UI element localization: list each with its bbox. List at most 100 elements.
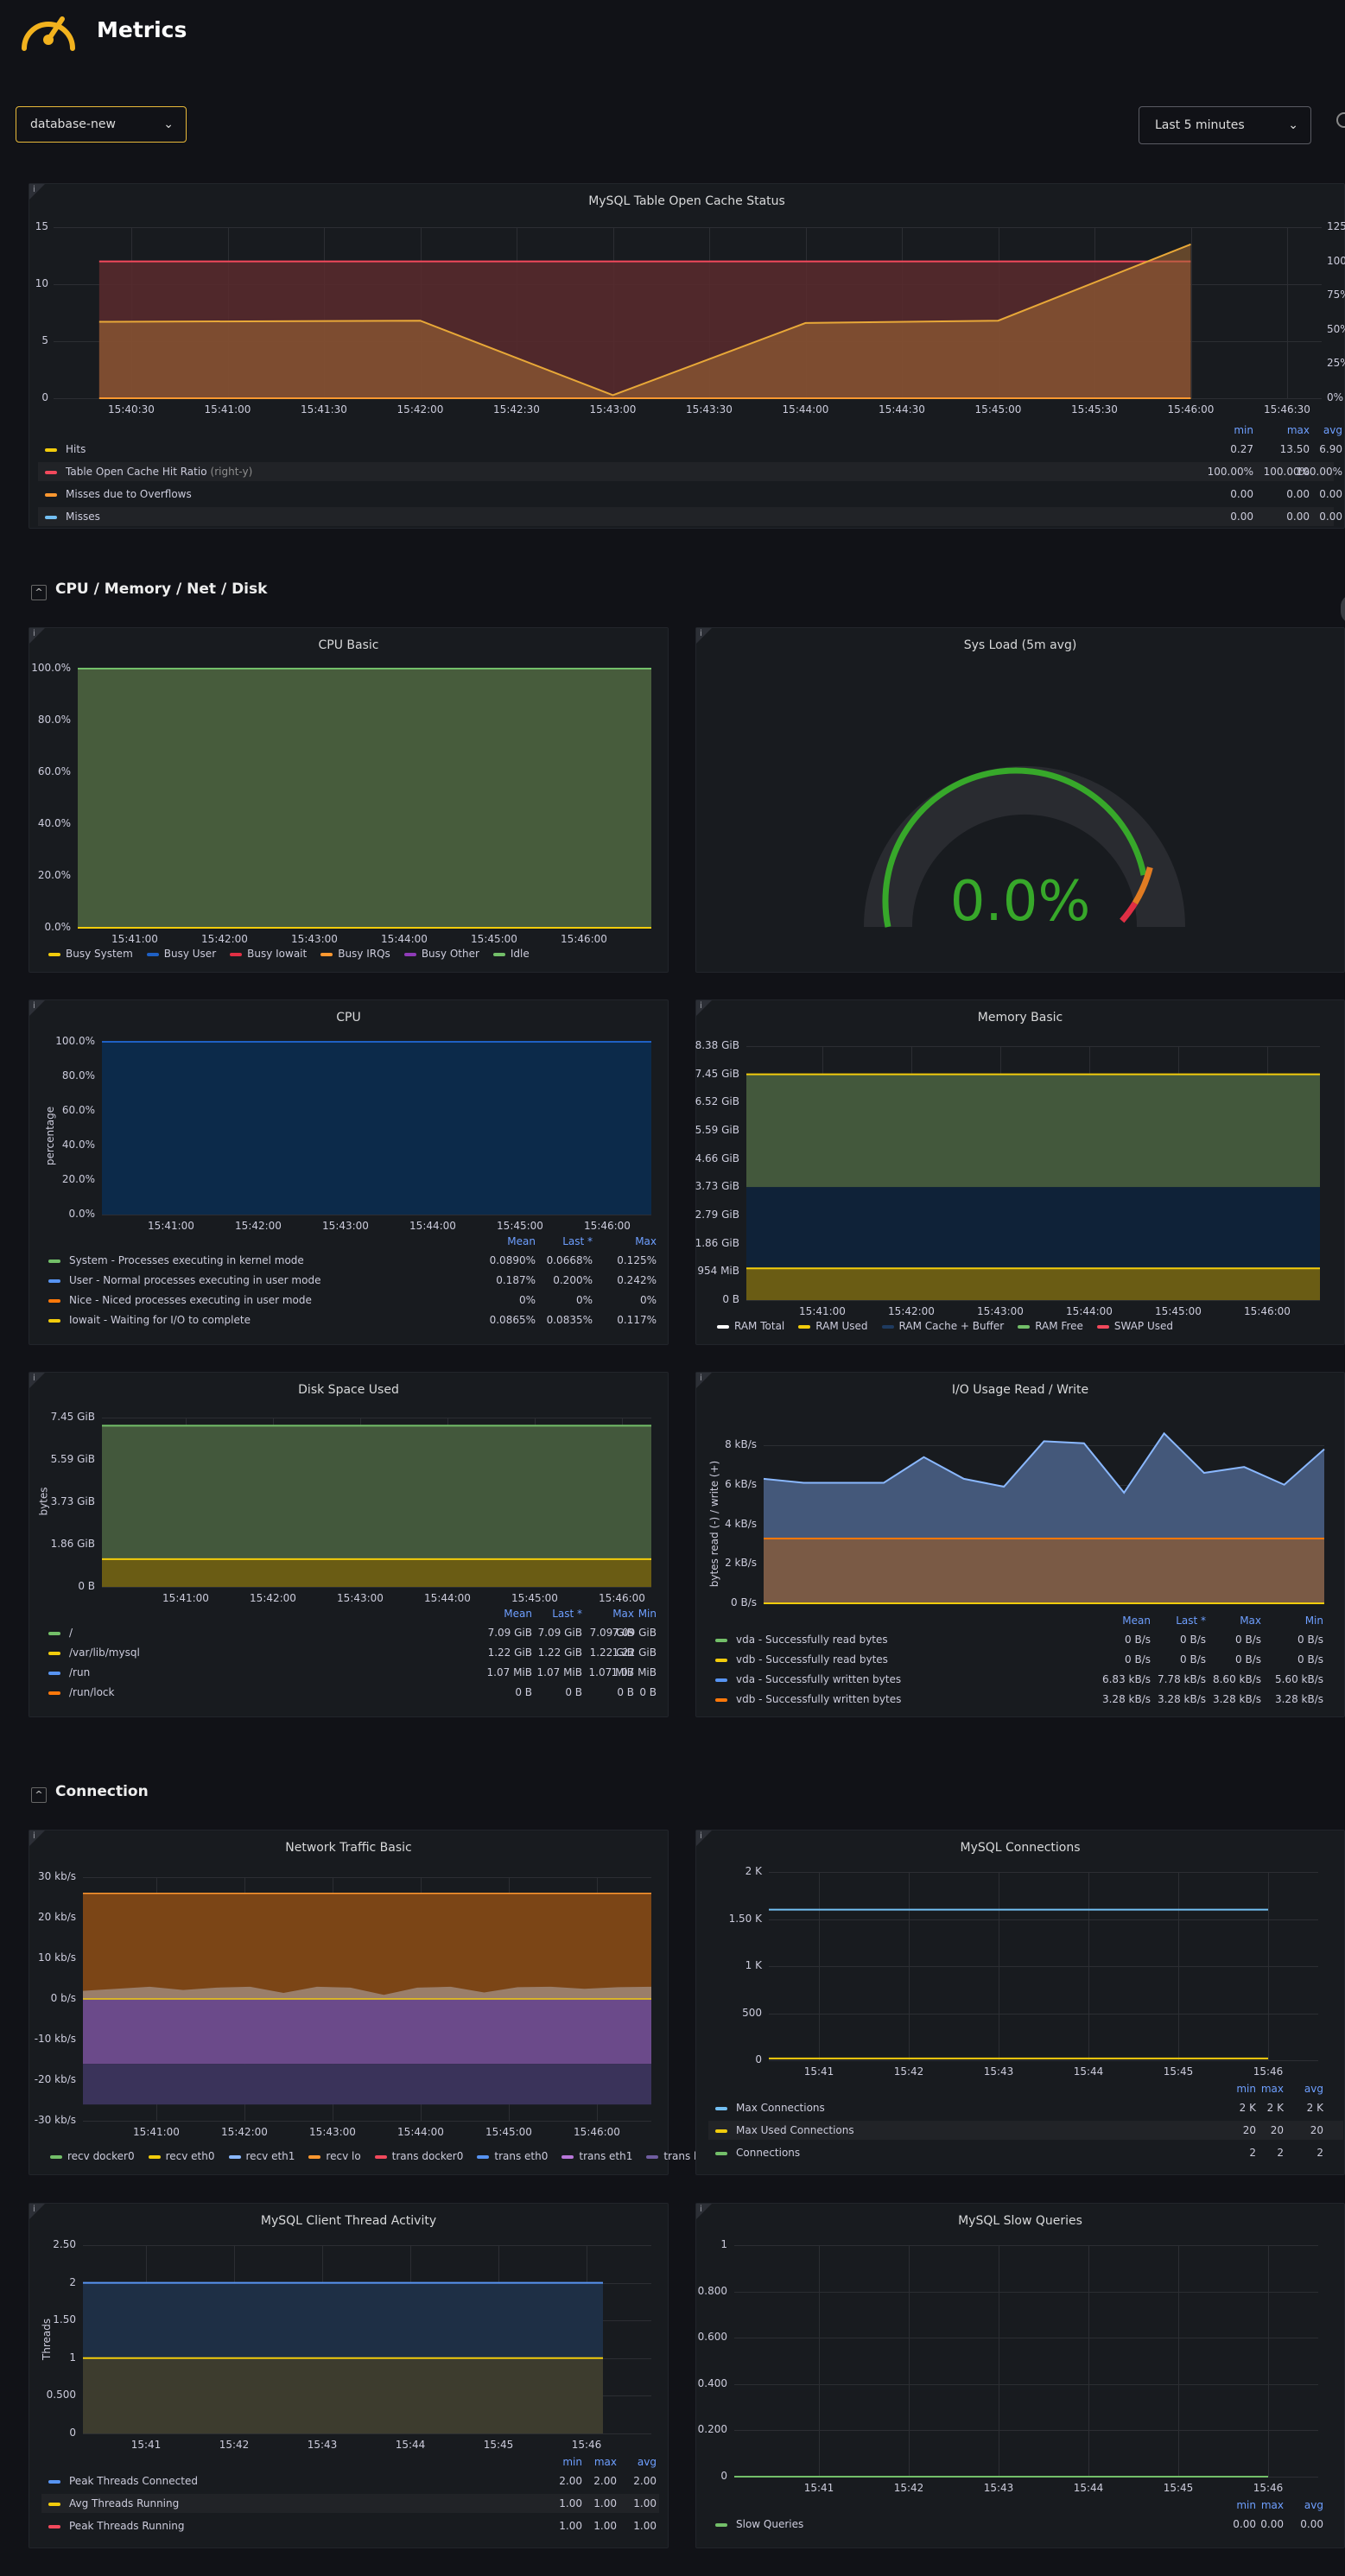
legend-column-header[interactable]: Max bbox=[635, 1235, 657, 1247]
legend-item[interactable]: recv lo bbox=[308, 2150, 361, 2162]
legend-row[interactable]: vda - Successfully read bytes bbox=[708, 1630, 1322, 1649]
legend-column-header[interactable]: Last * bbox=[1176, 1615, 1206, 1627]
y-tick-label-right: 125% bbox=[1327, 220, 1345, 232]
legend-column-header[interactable]: avg bbox=[1304, 2083, 1323, 2095]
legend-column-header[interactable]: min bbox=[1236, 2083, 1256, 2095]
legend-column-header[interactable]: avg bbox=[1304, 2499, 1323, 2511]
legend-row[interactable]: Max Connections bbox=[708, 2098, 1343, 2117]
legend-row[interactable]: Max Used Connections bbox=[708, 2121, 1343, 2140]
legend-item[interactable]: SWAP Used bbox=[1096, 1320, 1173, 1332]
legend-column-header[interactable]: min bbox=[1236, 2499, 1256, 2511]
legend-item[interactable]: recv eth1 bbox=[228, 2150, 295, 2162]
legend-row[interactable]: System - Processes executing in kernel m… bbox=[41, 1251, 646, 1270]
legend-item[interactable]: RAM Total bbox=[717, 1320, 784, 1332]
panel-info-corner[interactable] bbox=[29, 1000, 45, 1016]
legend-column-header[interactable]: min bbox=[1234, 424, 1253, 436]
legend-row[interactable]: Slow Queries bbox=[708, 2515, 1343, 2534]
legend-column-header[interactable]: Max bbox=[612, 1608, 634, 1620]
legend-column-header[interactable]: avg bbox=[1323, 424, 1342, 436]
legend-column-header[interactable]: Mean bbox=[507, 1235, 536, 1247]
legend-item[interactable]: Busy System bbox=[48, 948, 133, 960]
legend-row[interactable]: Table Open Cache Hit Ratio (right-y) bbox=[38, 462, 1334, 481]
panel-info-corner[interactable] bbox=[29, 628, 45, 644]
database-select[interactable]: database-new ⌄ bbox=[16, 106, 187, 143]
legend-row[interactable]: vdb - Successfully read bytes bbox=[708, 1650, 1322, 1669]
x-tick-label: 15:41:00 bbox=[162, 1592, 209, 1604]
legend-row[interactable]: Connections bbox=[708, 2143, 1343, 2162]
legend-column-header[interactable]: min bbox=[562, 2456, 582, 2468]
panel-title: CPU Basic bbox=[318, 638, 379, 652]
y-tick-label: 0 B bbox=[722, 1293, 739, 1305]
panel-info-corner[interactable] bbox=[696, 1830, 712, 1846]
legend-row[interactable]: / bbox=[41, 1623, 646, 1642]
legend-item[interactable]: Busy Other bbox=[403, 948, 479, 960]
app-logo[interactable] bbox=[17, 7, 79, 59]
legend-row[interactable]: Misses due to Overflows bbox=[38, 485, 1334, 504]
legend-item[interactable]: Busy User bbox=[146, 948, 216, 960]
legend-column-header[interactable]: Min bbox=[1304, 1615, 1323, 1627]
panel-info-corner[interactable] bbox=[29, 2204, 45, 2219]
legend-item[interactable]: recv eth0 bbox=[148, 2150, 215, 2162]
gridline-vertical bbox=[1190, 227, 1192, 398]
legend-row[interactable]: Nice - Niced processes executing in user… bbox=[41, 1291, 646, 1310]
legend-value: 1.07 MiB bbox=[486, 1666, 532, 1678]
legend-item[interactable]: trans eth0 bbox=[477, 2150, 548, 2162]
legend-row[interactable]: User - Normal processes executing in use… bbox=[41, 1271, 646, 1290]
time-range-picker[interactable]: Last 5 minutes ⌄ bbox=[1139, 106, 1311, 144]
legend-item[interactable]: RAM Cache + Buffer bbox=[881, 1320, 1004, 1332]
legend-column-header[interactable]: max bbox=[1260, 2499, 1284, 2511]
legend-item[interactable]: recv docker0 bbox=[50, 2150, 135, 2162]
legend-column-header[interactable]: Mean bbox=[1122, 1615, 1151, 1627]
legend-row[interactable]: /run/lock bbox=[41, 1683, 646, 1702]
legend-column-header[interactable]: max bbox=[1286, 424, 1310, 436]
legend-value: 0.00 bbox=[1260, 2518, 1284, 2530]
legend-item[interactable]: trans eth1 bbox=[561, 2150, 632, 2162]
legend-row[interactable]: Peak Threads Connected bbox=[41, 2471, 659, 2490]
panel-info-corner[interactable] bbox=[29, 1830, 45, 1846]
x-tick-label: 15:44:00 bbox=[782, 403, 829, 416]
panel-title: Disk Space Used bbox=[298, 1383, 399, 1397]
legend-item[interactable]: RAM Free bbox=[1018, 1320, 1083, 1332]
legend-column-header[interactable]: Max bbox=[1240, 1615, 1261, 1627]
legend-item[interactable]: trans lo bbox=[646, 2150, 703, 2162]
row-header-cpu-memory[interactable]: ^ CPU / Memory / Net / Disk bbox=[31, 581, 267, 600]
legend-column-header[interactable]: max bbox=[1260, 2083, 1284, 2095]
legend-value: 1.07 MiB bbox=[536, 1666, 582, 1678]
legend-row[interactable]: Misses bbox=[38, 507, 1334, 526]
legend-item[interactable]: trans docker0 bbox=[374, 2150, 463, 2162]
legend-column-header[interactable]: avg bbox=[637, 2456, 657, 2468]
side-scroll-handle[interactable] bbox=[1341, 594, 1345, 624]
panel-info-corner[interactable] bbox=[29, 1373, 45, 1388]
panel-info-corner[interactable] bbox=[29, 184, 45, 200]
legend-column-header[interactable]: Last * bbox=[562, 1235, 593, 1247]
legend-value: 0 B bbox=[515, 1686, 532, 1698]
y-tick-label: 0 bbox=[720, 2470, 727, 2482]
legend-row[interactable]: vda - Successfully written bytes bbox=[708, 1670, 1322, 1689]
panel-info-corner[interactable] bbox=[696, 2204, 712, 2219]
legend-column-header[interactable]: Last * bbox=[552, 1608, 582, 1620]
legend-row[interactable]: Hits bbox=[38, 440, 1334, 459]
legend-row[interactable]: Peak Threads Running bbox=[41, 2516, 659, 2535]
legend-value: 2 bbox=[1277, 2147, 1284, 2159]
legend-column-header[interactable]: Mean bbox=[504, 1608, 532, 1620]
panel-info-corner[interactable] bbox=[696, 628, 712, 644]
legend-label: vdb - Successfully read bytes bbox=[736, 1653, 888, 1666]
legend-item[interactable]: Idle bbox=[492, 948, 530, 960]
legend-item[interactable]: Busy Iowait bbox=[230, 948, 307, 960]
refresh-icon[interactable] bbox=[1336, 112, 1345, 128]
legend-item[interactable]: RAM Used bbox=[798, 1320, 868, 1332]
running-area bbox=[83, 2357, 603, 2433]
row-header-connection[interactable]: ^ Connection bbox=[31, 1783, 149, 1803]
legend-row[interactable]: Avg Threads Running bbox=[41, 2494, 659, 2513]
legend-column-header[interactable]: max bbox=[593, 2456, 617, 2468]
info-icon: i bbox=[700, 1001, 702, 1011]
legend-row[interactable]: /run bbox=[41, 1663, 646, 1682]
legend-column-header[interactable]: Min bbox=[638, 1608, 657, 1620]
legend-item[interactable]: Busy IRQs bbox=[320, 948, 390, 960]
panel-info-corner[interactable] bbox=[696, 1373, 712, 1388]
legend-row[interactable]: /var/lib/mysql bbox=[41, 1643, 646, 1662]
legend-row[interactable]: vdb - Successfully written bytes bbox=[708, 1690, 1322, 1709]
legend-row[interactable]: Iowait - Waiting for I/O to complete bbox=[41, 1310, 646, 1329]
panel-info-corner[interactable] bbox=[696, 1000, 712, 1016]
legend-value: 1.00 bbox=[593, 2497, 617, 2509]
